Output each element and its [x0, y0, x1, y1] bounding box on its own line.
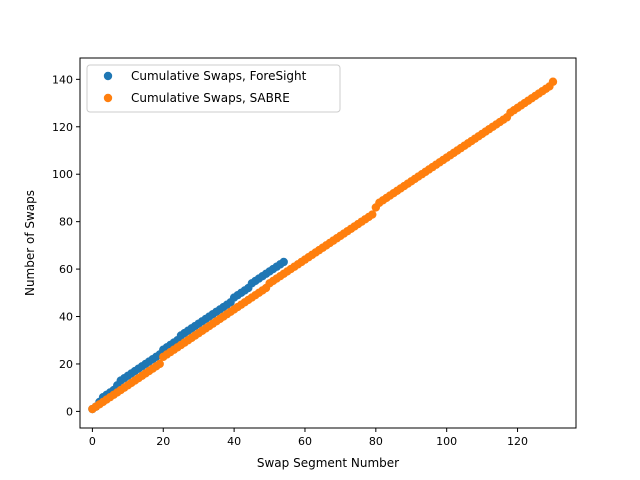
x-tick-label: 100 — [436, 435, 457, 448]
series-sabre — [88, 77, 558, 414]
y-tick-label: 100 — [52, 168, 73, 181]
y-tick-label: 120 — [52, 121, 73, 134]
legend-marker-foresight — [103, 71, 113, 81]
y-tick-label: 60 — [59, 263, 73, 276]
legend-marker-sabre — [103, 93, 113, 103]
y-tick-label: 20 — [59, 358, 73, 371]
data-point — [155, 359, 164, 369]
y-tick-label: 140 — [52, 73, 73, 86]
legend-label-sabre: Cumulative Swaps, SABRE — [131, 91, 290, 105]
legend-label-foresight: Cumulative Swaps, ForeSight — [131, 69, 307, 83]
x-tick-label: 0 — [89, 435, 96, 448]
y-axis-label: Number of Swaps — [23, 190, 37, 296]
legend: Cumulative Swaps, ForeSight Cumulative S… — [86, 64, 341, 113]
y-tick-label: 40 — [59, 311, 73, 324]
x-ticks: 0 20 40 60 80 100 120 — [89, 428, 528, 448]
y-tick-label: 80 — [59, 216, 73, 229]
legend-frame — [86, 64, 341, 113]
x-tick-label: 40 — [227, 435, 241, 448]
data-point — [548, 77, 558, 86]
x-tick-label: 20 — [156, 435, 170, 448]
plot-area-frame — [79, 57, 577, 429]
data-point — [368, 210, 377, 219]
x-axis-label: Swap Segment Number — [257, 456, 399, 470]
y-ticks: 0 20 40 60 80 100 120 140 — [52, 73, 80, 418]
y-tick-label: 0 — [66, 405, 73, 418]
x-tick-label: 60 — [298, 435, 312, 448]
x-tick-label: 120 — [507, 435, 528, 448]
x-tick-label: 80 — [369, 435, 383, 448]
data-point — [279, 257, 288, 267]
